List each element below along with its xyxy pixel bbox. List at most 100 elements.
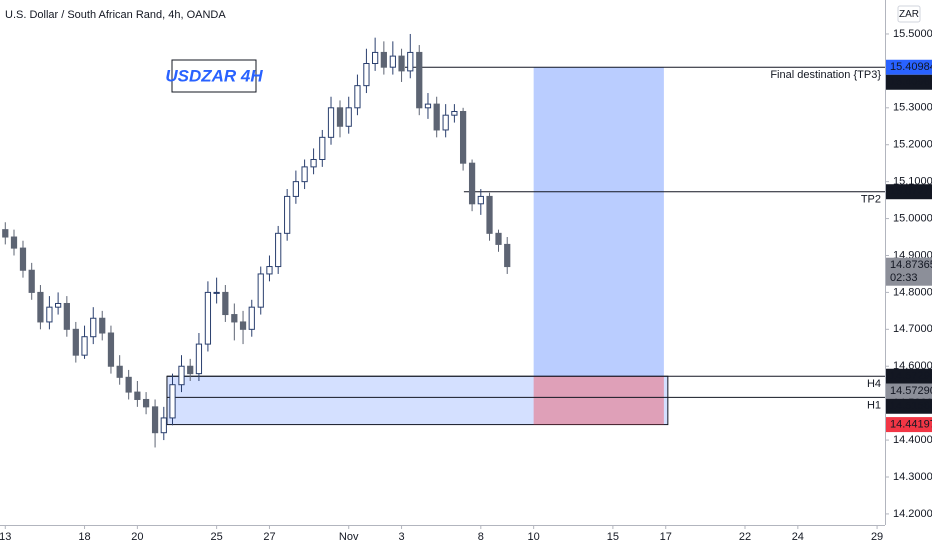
- candle-body: [248, 306, 255, 330]
- candle-body: [486, 195, 493, 234]
- x-tick-label: 3: [398, 531, 404, 543]
- candle-body: [292, 181, 299, 197]
- demand-zone: [166, 375, 669, 426]
- chart-title: U.S. Dollar / South African Rand, 4h, OA…: [5, 9, 226, 21]
- y-tick-label: 14.80000: [893, 286, 932, 298]
- candle-body: [222, 291, 229, 316]
- price-tag-label: 14.51560: [890, 400, 932, 412]
- y-tick-label: 15.30000: [893, 102, 932, 114]
- x-tick-label: 24: [792, 531, 804, 543]
- candle-body: [81, 336, 88, 356]
- candle-body: [19, 247, 27, 271]
- price-tag-label: 15.40984: [890, 76, 932, 88]
- level-label: H4: [867, 378, 881, 390]
- y-tick-label: 14.70000: [893, 323, 932, 335]
- price-tag-label: 14.87365: [890, 259, 932, 271]
- candle-body: [63, 302, 70, 330]
- candle-body: [424, 103, 432, 109]
- price-tag: [886, 74, 932, 90]
- y-tick-label: 14.20000: [893, 508, 932, 520]
- candle-body: [504, 243, 511, 268]
- candle-body: [125, 376, 132, 393]
- candle-body: [187, 365, 194, 375]
- stop-area: [533, 376, 664, 425]
- candle-body: [231, 314, 238, 323]
- target-area: [533, 67, 664, 377]
- price-tag-label: 15.40984: [890, 61, 932, 73]
- price-tag: [886, 383, 932, 399]
- candle-body: [195, 343, 203, 375]
- candle-body: [107, 332, 115, 367]
- x-tick-label: 17: [660, 531, 672, 543]
- candle-body: [477, 195, 484, 205]
- currency-box[interactable]: [897, 5, 921, 23]
- price-tag: [886, 59, 932, 75]
- candle-body: [416, 51, 423, 109]
- candle-body: [354, 85, 361, 109]
- candle-body: [142, 398, 150, 408]
- candle-body: [72, 328, 79, 356]
- candle-body: [169, 384, 176, 419]
- candle-body: [433, 103, 440, 131]
- candle-body: [389, 55, 396, 68]
- candle-body: [10, 236, 18, 249]
- y-tick-label: 14.30000: [893, 471, 932, 483]
- candle-body: [239, 321, 247, 330]
- candle-body: [151, 406, 159, 434]
- y-tick-label: 15.50000: [893, 28, 932, 40]
- candle-body: [451, 110, 458, 116]
- price-tag: [886, 398, 932, 414]
- candle-body: [372, 51, 379, 65]
- candle-body: [459, 110, 467, 164]
- candle-body: [204, 291, 212, 345]
- candle-body: [266, 266, 273, 275]
- candle-body: [468, 162, 476, 205]
- candle-body: [407, 51, 414, 72]
- candle-body: [90, 317, 97, 338]
- candle-body: [55, 302, 62, 308]
- candle-body: [213, 291, 220, 294]
- candle-body: [380, 51, 387, 68]
- candle-body: [284, 195, 291, 234]
- currency-label[interactable]: ZAR: [899, 9, 919, 20]
- price-tag: [886, 417, 932, 433]
- y-tick-label: 15.00000: [893, 212, 932, 224]
- x-tick-label: 20: [131, 531, 143, 543]
- candle-body: [442, 114, 449, 131]
- candle-body: [134, 391, 141, 400]
- candle-body: [116, 365, 123, 378]
- y-tick-label: 15.20000: [893, 139, 932, 151]
- y-tick-label: 14.40000: [893, 434, 932, 446]
- candle-body: [2, 229, 9, 238]
- price-tag-label: 14.57290: [890, 385, 932, 397]
- candle-body: [398, 55, 405, 72]
- x-tick-label: 29: [871, 531, 883, 543]
- level-label: TP2: [861, 194, 881, 206]
- candle-body: [37, 291, 44, 323]
- x-tick-label: 22: [739, 531, 751, 543]
- x-tick-label: Nov: [339, 531, 359, 543]
- x-tick-label: 27: [263, 531, 275, 543]
- price-tag: [886, 184, 932, 200]
- level-label: Final destination {TP3}: [770, 69, 881, 81]
- price-tag-countdown: 02:33: [890, 272, 918, 284]
- candle-body: [28, 269, 35, 293]
- price-tag: [886, 368, 932, 384]
- candle-body: [178, 365, 185, 386]
- price-tag: [886, 257, 932, 286]
- x-tick-label: 18: [78, 531, 90, 543]
- background-layer: [166, 66, 885, 426]
- x-tick-label: 13: [0, 531, 11, 543]
- candle-body: [301, 166, 308, 183]
- candle-body: [99, 317, 106, 334]
- price-tag-label: 15.07270: [890, 186, 932, 198]
- candle-body: [257, 273, 264, 308]
- price-tag-label: 14.44197: [890, 418, 932, 430]
- x-tick-label: 8: [478, 531, 484, 543]
- candle-body: [345, 107, 352, 127]
- x-tick-label: 25: [211, 531, 223, 543]
- annotation-text: USDZAR 4H: [165, 66, 263, 85]
- annotation-box: [171, 59, 257, 93]
- candle-body: [46, 306, 53, 323]
